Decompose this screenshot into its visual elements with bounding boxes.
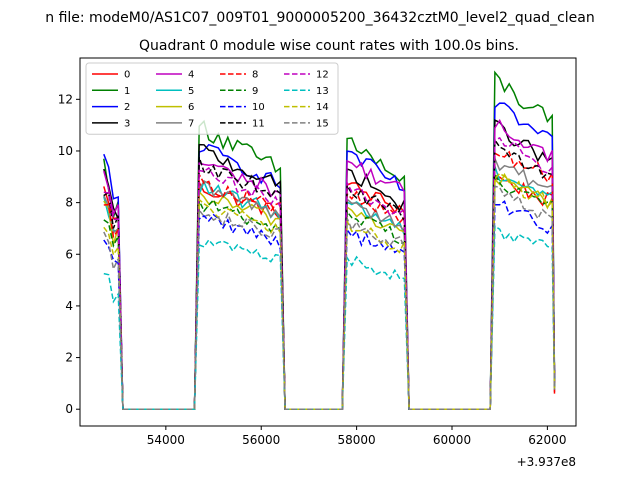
x-axis: 54000 56000 58000 60000 62000 [147,426,566,447]
series-line-1 [103,70,556,410]
series-line-3 [103,119,556,410]
series-line-5 [103,166,556,410]
series-line-10 [103,200,556,410]
y-tick-label: 4 [65,299,73,313]
legend-label: 7 [188,118,194,129]
series-line-2 [103,102,556,410]
legend-label: 13 [316,86,329,97]
legend-label: 3 [124,118,130,129]
series-line-15 [103,185,556,410]
legend-label: 5 [188,86,194,97]
legend-label: 4 [188,70,194,81]
series-line-14 [103,172,556,410]
y-tick-label: 2 [65,351,73,365]
series-layer [103,70,556,410]
x-tick-label: 58000 [338,433,376,447]
legend-label: 12 [316,70,329,81]
x-tick-label: 56000 [242,433,280,447]
legend-label: 15 [316,118,329,129]
legend-box [85,62,339,135]
y-axis: 0 2 4 6 8 10 12 [58,92,80,416]
series-line-6 [103,172,556,410]
legend-label: 6 [188,102,194,113]
plot-frame [79,57,577,427]
legend-label: 1 [124,86,130,97]
chart-suptitle: n file: modeM0/AS1C07_009T01_9000005200_… [45,10,594,26]
series-line-7 [103,158,556,410]
y-tick-label: 0 [65,402,73,416]
series-line-8 [103,150,556,410]
y-tick-label: 8 [65,196,73,210]
series-line-12 [103,136,556,410]
series-line-0 [103,176,556,410]
legend-label: 0 [124,70,130,81]
y-tick-label: 10 [58,144,73,158]
legend-label: 11 [252,118,265,129]
legend-label: 9 [252,86,258,97]
legend-label: 14 [316,102,329,113]
legend-label: 8 [252,70,258,81]
series-line-13 [103,224,556,410]
series-line-4 [103,118,556,410]
x-tick-label: 60000 [433,433,471,447]
series-line-9 [103,173,556,410]
y-tick-label: 12 [58,92,73,106]
series-line-11 [103,137,556,410]
legend-label: 2 [124,102,130,113]
y-tick-label: 6 [65,247,73,261]
chart-title: Quadrant 0 module wise count rates with … [139,38,519,54]
legend-label: 10 [252,102,265,113]
x-tick-label: 54000 [147,433,185,447]
x-tick-label: 62000 [528,433,566,447]
x-offset-label: +3.937e8 [517,455,576,469]
